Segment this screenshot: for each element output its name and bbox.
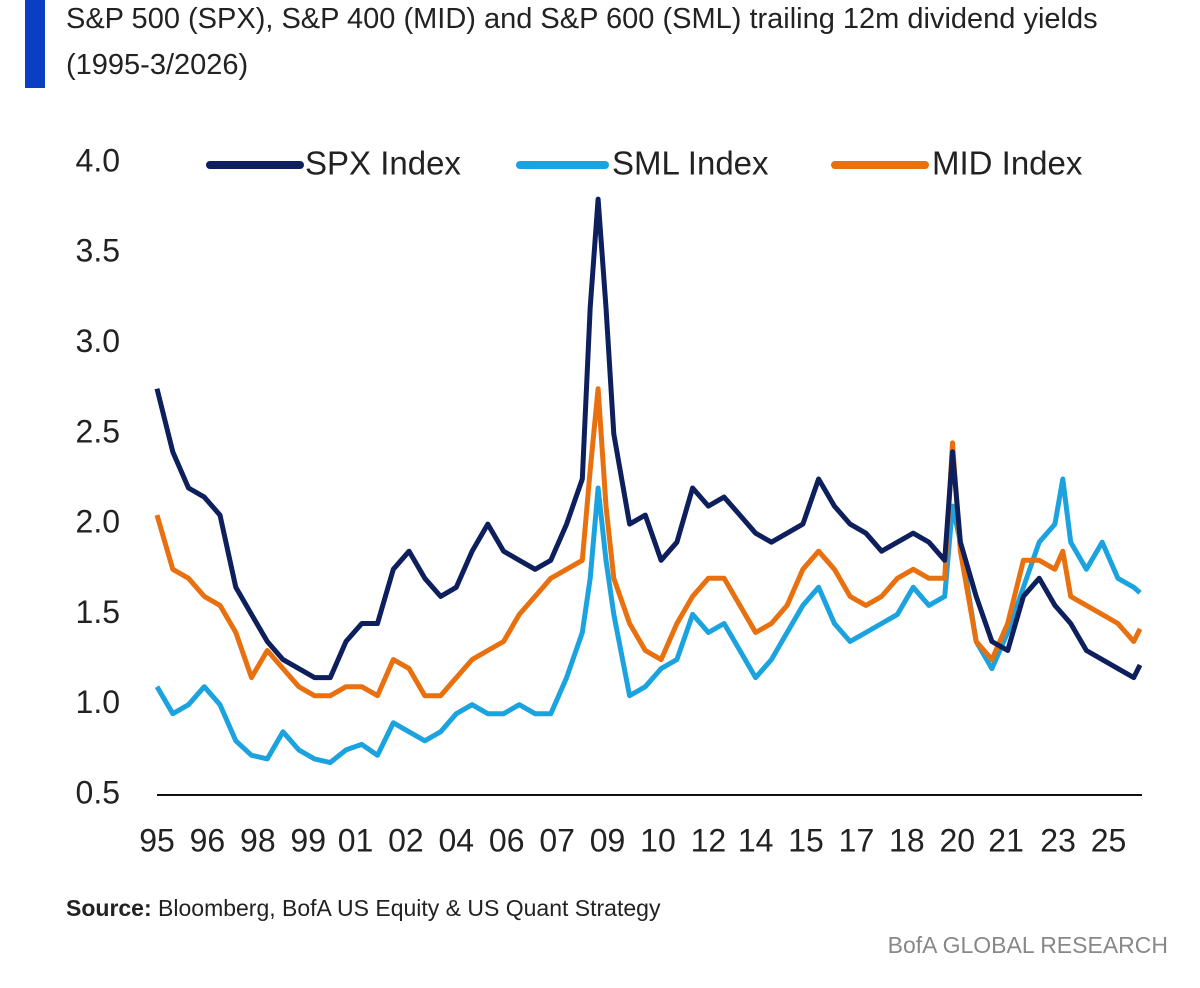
chart-title: S&P 500 (SPX), S&P 400 (MID) and S&P 600… (66, 3, 1098, 81)
y-tick-label: 0.5 (76, 774, 120, 810)
x-tick-label: 15 (788, 822, 824, 858)
x-tick-label: 06 (489, 822, 525, 858)
x-tick-label: 96 (190, 822, 226, 858)
x-tick-label: 23 (1040, 822, 1076, 858)
y-tick-label: 3.5 (76, 233, 120, 269)
x-tick-label: 07 (539, 822, 575, 858)
x-tick-label: 25 (1091, 822, 1127, 858)
x-tick-label: 10 (640, 822, 676, 858)
source-label: Source: (66, 895, 152, 921)
legend-label: SML Index (612, 145, 769, 182)
legend-label: SPX Index (305, 145, 461, 182)
x-tick-label: 09 (590, 822, 626, 858)
branding: BofA GLOBAL RESEARCH (887, 932, 1168, 958)
source-note: Source: Bloomberg, BofA US Equity & US Q… (66, 895, 660, 922)
y-tick-label: 4.0 (76, 142, 120, 178)
x-tick-label: 12 (691, 822, 727, 858)
x-tick-label: 98 (240, 822, 276, 858)
x-tick-label: 99 (290, 822, 326, 858)
accent-bar (25, 0, 45, 88)
y-tick-label: 2.0 (76, 504, 120, 540)
x-tick-label: 21 (988, 822, 1024, 858)
series-line (154, 476, 1142, 765)
series-line (154, 386, 1143, 699)
x-tick-label: 20 (939, 822, 975, 858)
y-tick-label: 1.0 (76, 684, 120, 720)
x-tick-label: 01 (338, 822, 374, 858)
y-tick-label: 2.5 (76, 413, 120, 449)
x-tick-label: 17 (839, 822, 875, 858)
x-tick-label: 04 (439, 822, 475, 858)
legend-label: MID Index (932, 145, 1083, 182)
y-tick-label: 3.0 (76, 323, 120, 359)
x-tick-label: 95 (139, 822, 175, 858)
source-text: Bloomberg, BofA US Equity & US Quant Str… (158, 895, 661, 921)
x-tick-label: 02 (388, 822, 424, 858)
y-tick-label: 1.5 (76, 594, 120, 630)
x-tick-label: 18 (889, 822, 925, 858)
x-tick-label: 14 (738, 822, 774, 858)
series-line (154, 196, 1143, 681)
